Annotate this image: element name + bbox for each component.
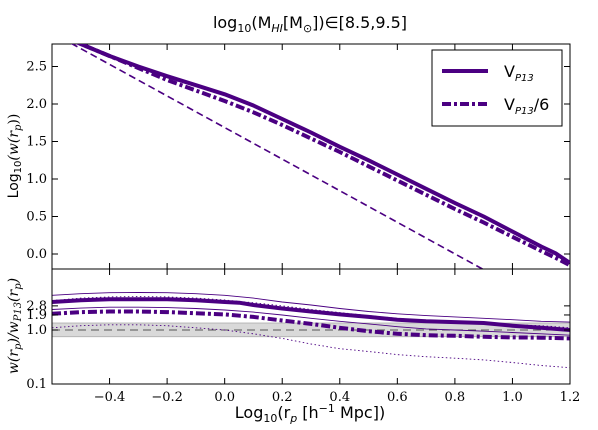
series-line-dashdot [75,44,570,268]
y-tick-label: 1.9 [26,308,47,323]
bottom-ylabel: w(rp)/wP13(rp) [6,278,24,374]
y-tick-label: 2.8 [26,299,47,314]
y-tick-label: 1.0 [26,323,47,338]
series-line-dashdot [52,309,570,341]
series-line-solid-thick [52,297,570,332]
series-line-dotted [52,296,570,329]
x-tick-label: −0.4 [94,390,126,405]
y-tick-label: 0.0 [26,247,47,262]
chart-title: log10(MHI[M⊙])∈[8.5,9.5] [213,13,407,35]
y-tick-label: 1.0 [26,172,47,187]
error-band [52,322,570,338]
y-tick-label: 2.0 [26,97,47,112]
top-ylabel: Log10(w(rp)) [6,114,24,199]
legend-entry-vp13-6: VP13/6 [504,95,549,117]
top-panel: 0.0 0.5 1.0 1.5 2.0 2.5 VP13 VP13/6 Log10(w(r… [6,43,571,270]
bottom-panel: 0.11.01.92.8 −0.4 −0.2 0.0 0.2 0.4 0.6 0.8 1.0 1… [6,268,581,425]
series-line-solid-thin [52,292,570,323]
legend-entry-vp13: VP13 [504,62,534,84]
x-tick-label: 0.0 [214,390,235,405]
y-tick-label: 1.5 [26,135,47,150]
x-axis-label: Log10(rp [h−1 Mpc]) [235,402,385,425]
series-line-solid-thin [52,306,570,336]
x-tick-label: 0.6 [387,390,408,405]
legend: VP13 VP13/6 [431,49,563,127]
x-tick-label: 1.0 [502,390,523,405]
series-line-dotted [52,324,570,369]
y-tick-label: 0.5 [26,210,47,225]
x-tick-label: 0.2 [272,390,293,405]
x-tick-label: 0.4 [329,390,350,405]
y-tick-label: 0.1 [26,377,47,392]
x-tick-label: 0.8 [445,390,466,405]
series-line-dashed [70,44,485,269]
y-tick-label: 2.5 [26,60,47,75]
x-tick-label: −0.2 [151,390,183,405]
x-tick-label: 1.2 [560,390,581,405]
legend-box [431,49,563,127]
bottom-frame [51,268,571,385]
